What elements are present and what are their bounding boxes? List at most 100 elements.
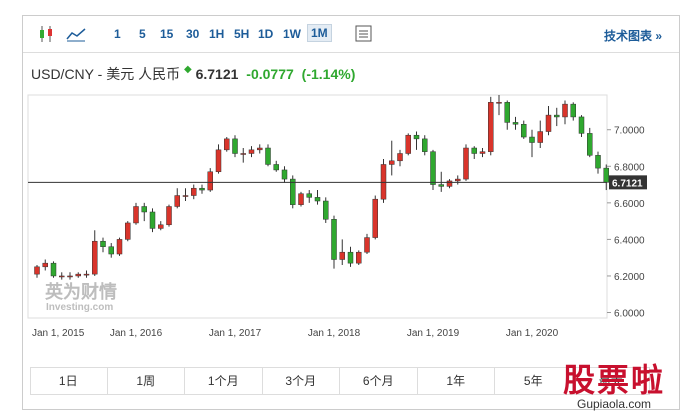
site-url: Gupiaola.com [576,397,652,411]
x-tick-label: Jan 1, 2020 [506,328,559,339]
x-tick-label: Jan 1, 2017 [209,328,262,339]
candle-body [306,193,312,198]
last-price: 6.7121 [195,66,239,82]
candle-icon[interactable] [38,25,56,43]
interval-button[interactable]: 15 [160,27,174,41]
candle-body [496,102,502,104]
y-tick-label: 7.0000 [614,126,645,137]
interval-button[interactable]: 30 [186,27,200,41]
candle-body [42,262,48,268]
candle-body [405,134,411,154]
y-tick-label: 6.0000 [614,309,645,320]
interval-button[interactable]: 5H [234,27,250,41]
candle-body [265,147,271,165]
price-tag: 6.7121 [612,178,643,189]
range-tab[interactable]: 1日 [30,368,108,395]
candle-body [554,114,560,118]
candle-body [413,134,420,140]
candle-body [281,169,288,180]
candle-body [141,206,147,213]
candle-body [59,275,65,278]
candle-body [595,155,601,169]
interval-button[interactable]: 5 [139,27,146,41]
candle-body [331,219,337,260]
candle-body [108,246,114,255]
change: -0.0777 [246,66,294,82]
candle-body [92,240,98,275]
pair-name: USD/CNY - 美元 人民币 [31,66,181,82]
candle-body [257,147,263,151]
candle-body [562,103,568,118]
tab-bar [30,367,650,395]
candle-body [397,153,403,162]
candle-body [83,273,90,276]
logo-sub: Investing.com [46,302,113,313]
y-tick-label: 6.4000 [614,235,645,246]
candle-body [240,153,246,155]
x-tick-label: Jan 1, 2018 [308,328,361,339]
candle-body [199,187,205,191]
candle-body [347,251,354,264]
candle-body [537,131,543,143]
range-tab[interactable]: 最大 [598,374,623,388]
site-watermark: 股票啦 Gupiaola.com [563,355,665,411]
y-tick-label: 6.2000 [614,272,645,283]
range-tab[interactable]: 6个月 [340,368,418,395]
candle-body [488,102,494,152]
candle-body [364,237,370,253]
interval-button[interactable]: 1W [283,27,301,41]
x-tick-label: Jan 1, 2016 [110,328,163,339]
interval-button[interactable]: 1H [209,27,225,41]
candle-body [479,151,486,154]
candle-body [34,266,40,275]
candle-body [314,197,321,202]
candle-body [512,122,519,125]
interval-button[interactable]: 1D [258,27,274,41]
candle-body [587,133,593,156]
candle-body [372,198,378,238]
candle-body [389,160,395,165]
candle-body [463,147,469,180]
candle-body [323,200,329,220]
chart: 6.0000 6.2000 6.4000 6.6000 6.8000 7.0000 Jan … [27,94,647,339]
y-tick-label: 6.6000 [614,199,645,210]
candle-body [67,275,73,278]
range-tab[interactable]: 3个月 [263,368,340,395]
candle-body [529,136,535,143]
x-tick-label: Jan 1, 2019 [407,328,460,339]
y-tick-label: 6.8000 [614,162,645,173]
interval-button[interactable]: 1 [114,27,121,41]
candle-body [446,180,453,187]
line-icon[interactable] [66,25,86,43]
plot-area [27,94,608,319]
candle-body [471,147,477,154]
interval-button[interactable]: 1M [307,24,332,42]
tech-chart-link[interactable]: 技术图表 » [604,29,663,43]
candle-body [298,193,304,205]
settings-icon[interactable] [355,25,373,43]
candle-body [207,171,213,191]
candle-body [75,273,81,277]
candle-body [504,102,510,123]
candle-body [215,149,222,173]
candle-body [149,211,156,229]
range-tab[interactable]: 1年 [418,368,495,395]
candle-body [158,224,164,229]
candle-body [521,123,527,138]
candle-body [100,240,106,247]
candle-body [125,222,131,240]
range-tab[interactable]: 1周 [108,368,185,395]
candle-body [232,138,238,154]
candle-body [182,195,189,197]
range-tab[interactable]: 5年 [495,368,573,395]
candle-body [174,195,180,207]
range-tab[interactable]: 1个月 [185,368,263,395]
x-tick-label: Jan 1, 2015 [32,328,85,339]
candle-body [50,262,57,277]
candle-body [380,164,387,200]
candle-body [455,178,461,182]
candle-body [133,206,139,224]
candle-body [290,178,296,205]
candle-body [166,206,172,226]
